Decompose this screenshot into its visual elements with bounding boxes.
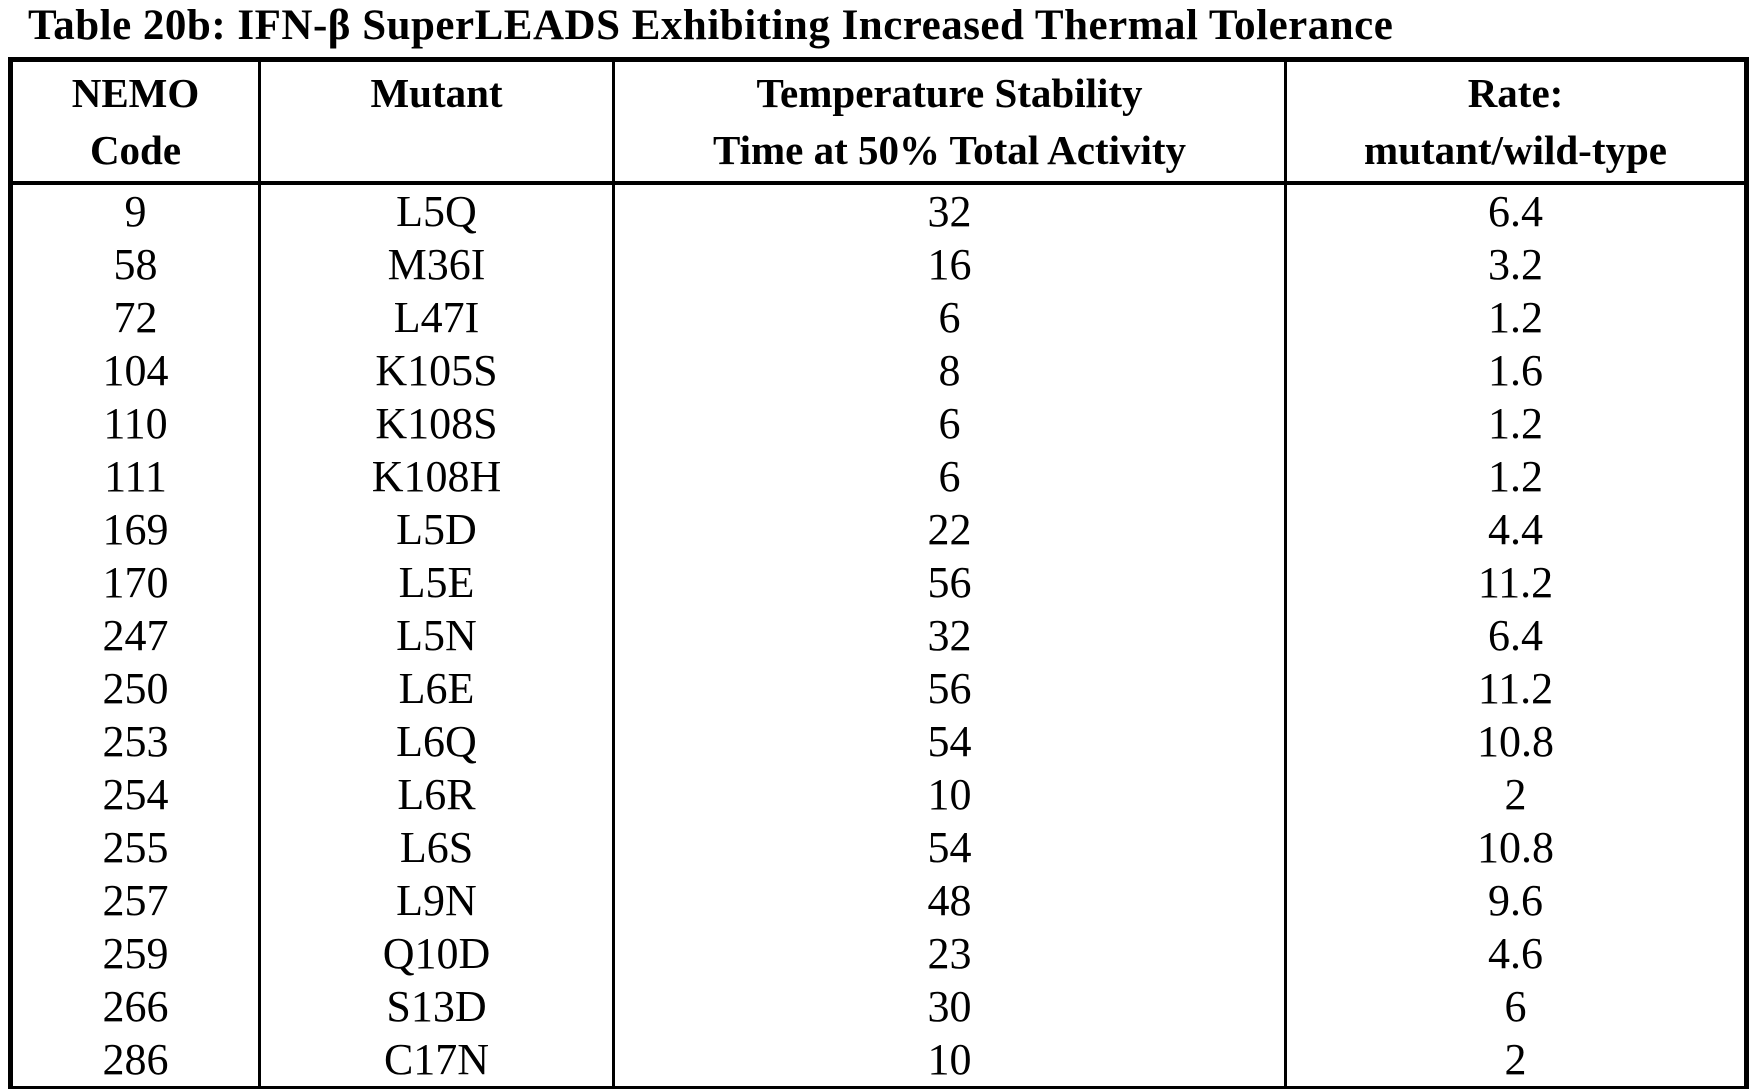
cell-stability-time: 10 bbox=[612, 768, 1286, 821]
cell-mutant: K105S bbox=[258, 344, 614, 397]
cell-nemo-code: 254 bbox=[102, 770, 169, 819]
cell-rate: 2 bbox=[1284, 1033, 1747, 1089]
cell-stability-time: 10 bbox=[612, 1033, 1286, 1089]
cell-stability-time: 54 bbox=[612, 715, 1286, 768]
cell-mutant: K108S bbox=[258, 397, 614, 450]
table-header: NEMO Code Mutant Temperature Stability T… bbox=[10, 59, 1747, 185]
col-header-nemo-code: NEMO Code bbox=[10, 59, 260, 185]
header-row: NEMO Code Mutant Temperature Stability T… bbox=[10, 59, 1747, 185]
cell-stability-time: 32 bbox=[612, 183, 1286, 238]
table-row: 72 L47I 6 1.2 bbox=[11, 291, 1747, 344]
table-row: 247 L5N 32 6.4 bbox=[11, 609, 1747, 662]
table-row: 58 M36I 16 3.2 bbox=[11, 238, 1747, 291]
cell-mutant: S13D bbox=[258, 980, 614, 1033]
table-row: 9 L5Q 32 6.4 bbox=[11, 183, 1747, 238]
thermal-tolerance-table: NEMO Code Mutant Temperature Stability T… bbox=[8, 57, 1749, 1089]
cell-rate: 10.8 bbox=[1284, 715, 1747, 768]
cell-mutant: L5Q bbox=[258, 183, 614, 238]
cell-rate: 11.2 bbox=[1284, 556, 1747, 609]
cell-rate: 6 bbox=[1284, 980, 1747, 1033]
cell-rate: 4.4 bbox=[1284, 503, 1747, 556]
cell-mutant: L6Q bbox=[258, 715, 614, 768]
cell-nemo-code: 58 bbox=[113, 240, 158, 289]
cell-mutant: L6E bbox=[258, 662, 614, 715]
cell-nemo-code: 255 bbox=[102, 823, 169, 872]
col-header-temperature-stability: Temperature Stability Time at 50% Total … bbox=[612, 59, 1286, 185]
cell-rate: 2 bbox=[1284, 768, 1747, 821]
cell-mutant: Q10D bbox=[258, 927, 614, 980]
table-row: 111 K108H 6 1.2 bbox=[11, 450, 1747, 503]
cell-rate: 1.6 bbox=[1284, 344, 1747, 397]
table-title: Table 20b: IFN-β SuperLEADS Exhibiting I… bbox=[28, 2, 1394, 49]
cell-nemo-code: 253 bbox=[102, 717, 169, 766]
cell-stability-time: 8 bbox=[612, 344, 1286, 397]
cell-mutant: L5N bbox=[258, 609, 614, 662]
cell-rate: 1.2 bbox=[1284, 450, 1747, 503]
cell-stability-time: 16 bbox=[612, 238, 1286, 291]
cell-mutant: L6R bbox=[258, 768, 614, 821]
table-row: 259 Q10D 23 4.6 bbox=[11, 927, 1747, 980]
cell-mutant: L47I bbox=[258, 291, 614, 344]
cell-stability-time: 6 bbox=[612, 450, 1286, 503]
table-row: 286 C17N 10 2 bbox=[11, 1033, 1747, 1089]
col-header-mutant: Mutant bbox=[258, 59, 614, 185]
cell-nemo-code: 169 bbox=[102, 505, 169, 554]
cell-rate: 10.8 bbox=[1284, 821, 1747, 874]
cell-nemo-code: 266 bbox=[102, 982, 169, 1031]
cell-nemo-code: 104 bbox=[102, 346, 169, 395]
cell-rate: 1.2 bbox=[1284, 397, 1747, 450]
table-row: 257 L9N 48 9.6 bbox=[11, 874, 1747, 927]
cell-stability-time: 56 bbox=[612, 556, 1286, 609]
col-header-rate: Rate: mutant/wild-type bbox=[1284, 59, 1747, 185]
table-row: 110 K108S 6 1.2 bbox=[11, 397, 1747, 450]
cell-nemo-code: 111 bbox=[104, 452, 167, 501]
table-row: 254 L6R 10 2 bbox=[11, 768, 1747, 821]
cell-nemo-code: 9 bbox=[124, 187, 147, 236]
cell-rate: 1.2 bbox=[1284, 291, 1747, 344]
cell-rate: 11.2 bbox=[1284, 662, 1747, 715]
cell-nemo-code: 247 bbox=[102, 611, 169, 660]
table-row: 104 K105S 8 1.6 bbox=[11, 344, 1747, 397]
cell-rate: 9.6 bbox=[1284, 874, 1747, 927]
cell-nemo-code: 170 bbox=[102, 558, 169, 607]
cell-mutant: L9N bbox=[258, 874, 614, 927]
cell-stability-time: 48 bbox=[612, 874, 1286, 927]
table-row: 266 S13D 30 6 bbox=[11, 980, 1747, 1033]
table-body: 9 L5Q 32 6.4 58 M36I 16 3.2 72 L47I 6 1.2 104 K105S 8 1… bbox=[11, 183, 1747, 1089]
cell-mutant: M36I bbox=[258, 238, 614, 291]
table-row: 250 L6E 56 11.2 bbox=[11, 662, 1747, 715]
cell-mutant: C17N bbox=[258, 1033, 614, 1089]
cell-rate: 3.2 bbox=[1284, 238, 1747, 291]
cell-nemo-code: 257 bbox=[102, 876, 169, 925]
cell-nemo-code: 72 bbox=[113, 293, 158, 342]
cell-mutant: K108H bbox=[258, 450, 614, 503]
cell-nemo-code: 250 bbox=[102, 664, 169, 713]
cell-mutant: L6S bbox=[258, 821, 614, 874]
table-row: 255 L6S 54 10.8 bbox=[11, 821, 1747, 874]
cell-stability-time: 22 bbox=[612, 503, 1286, 556]
cell-stability-time: 32 bbox=[612, 609, 1286, 662]
cell-stability-time: 56 bbox=[612, 662, 1286, 715]
cell-stability-time: 23 bbox=[612, 927, 1286, 980]
cell-rate: 4.6 bbox=[1284, 927, 1747, 980]
cell-stability-time: 30 bbox=[612, 980, 1286, 1033]
cell-rate: 6.4 bbox=[1284, 183, 1747, 238]
cell-nemo-code: 110 bbox=[103, 399, 168, 448]
table-row: 170 L5E 56 11.2 bbox=[11, 556, 1747, 609]
cell-mutant: L5E bbox=[258, 556, 614, 609]
cell-nemo-code: 259 bbox=[102, 929, 169, 978]
table-row: 253 L6Q 54 10.8 bbox=[11, 715, 1747, 768]
cell-stability-time: 54 bbox=[612, 821, 1286, 874]
cell-nemo-code: 286 bbox=[102, 1035, 169, 1084]
cell-stability-time: 6 bbox=[612, 397, 1286, 450]
cell-mutant: L5D bbox=[258, 503, 614, 556]
cell-stability-time: 6 bbox=[612, 291, 1286, 344]
cell-rate: 6.4 bbox=[1284, 609, 1747, 662]
table-row: 169 L5D 22 4.4 bbox=[11, 503, 1747, 556]
